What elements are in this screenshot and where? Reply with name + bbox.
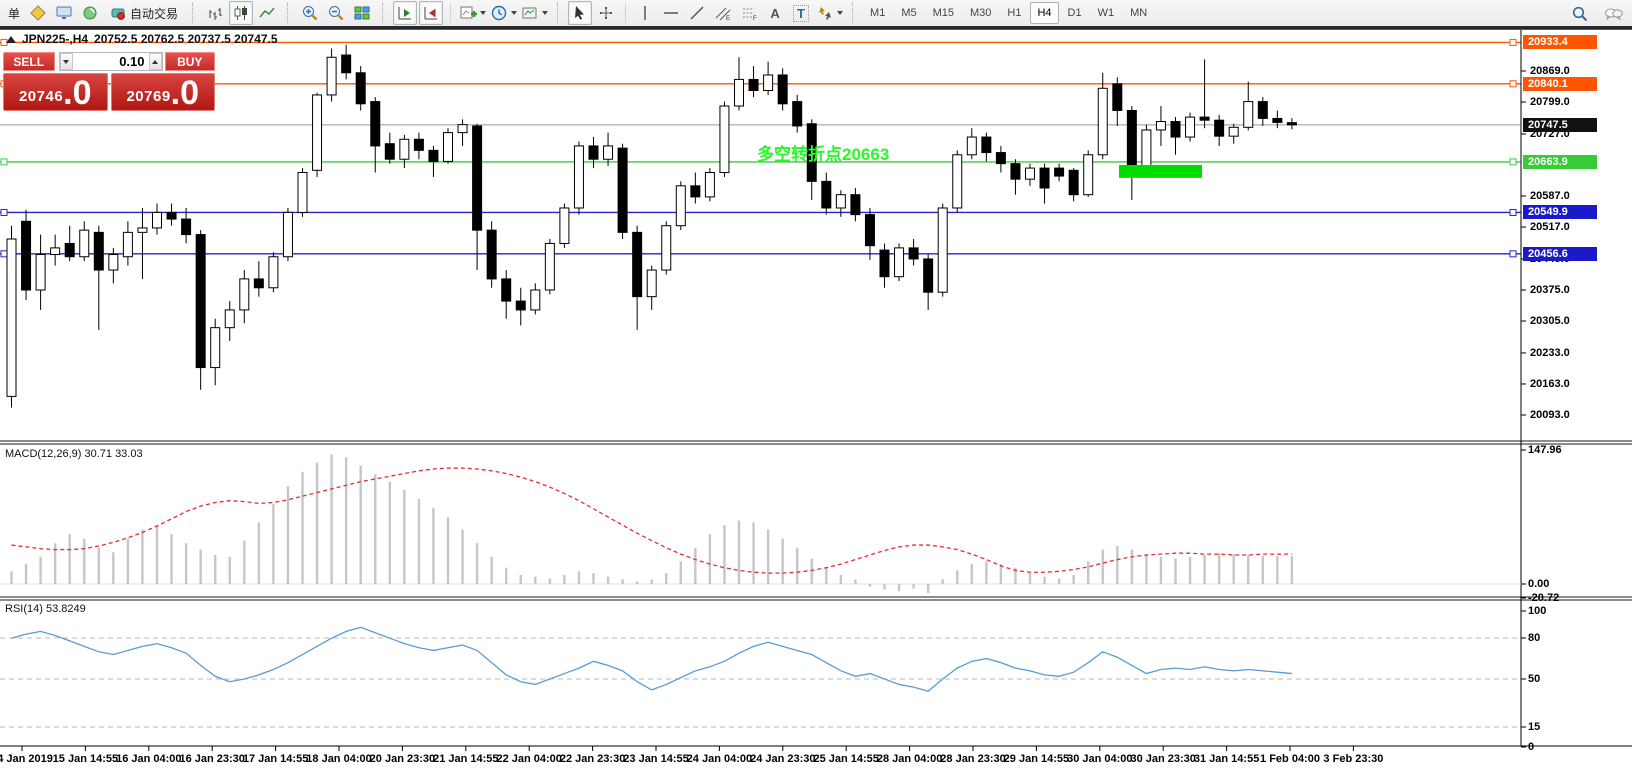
volume-decrease-button[interactable] (59, 53, 73, 70)
toolbar: 单 自动交易 (0, 0, 1632, 28)
chat-icon[interactable] (1602, 2, 1626, 26)
templates-button[interactable] (520, 1, 549, 25)
rsi-name: RSI(14) (5, 603, 43, 615)
volume-increase-button[interactable] (148, 53, 162, 70)
trendline-button[interactable] (685, 1, 709, 25)
sell-price-pips: .0 (63, 74, 92, 112)
tab-timeframe-mn[interactable]: MN (1130, 7, 1148, 19)
toolbar-separator (625, 3, 627, 23)
svg-text:F: F (753, 16, 757, 22)
rsi-indicator-label: RSI(14) 53.8249 (5, 603, 86, 615)
fibonacci-button[interactable]: F (737, 1, 761, 25)
letter-t-icon: T (793, 4, 809, 22)
toolbar-separator (450, 3, 452, 23)
search-icon[interactable] (1568, 2, 1592, 26)
metaeditor-icon[interactable] (52, 1, 76, 25)
zoom-out-button[interactable] (324, 1, 348, 25)
autotrading-button[interactable]: 自动交易 (104, 1, 184, 25)
letter-a-icon: A (770, 5, 780, 21)
text-label-button[interactable]: T (789, 1, 813, 25)
triangle-up-icon (152, 59, 158, 64)
toolbar-separator (557, 3, 562, 23)
triangle-down-icon (63, 59, 69, 64)
chart-title-row: JPN225-,H4 20752.5 20762.5 20737.5 20747… (6, 32, 278, 46)
tab-timeframe-m1[interactable]: M1 (870, 7, 886, 19)
sell-button[interactable]: SELL (3, 52, 55, 71)
equidistant-channel-button[interactable]: E (711, 1, 735, 25)
tab-timeframe-w1[interactable]: W1 (1097, 7, 1115, 19)
bars-chart-button[interactable] (203, 1, 227, 25)
zoom-in-button[interactable] (298, 1, 322, 25)
collapse-panel-arrow-icon[interactable] (6, 35, 16, 43)
vertical-line-button[interactable] (633, 1, 657, 25)
cursor-button[interactable] (568, 1, 593, 25)
rsi-value: 53.8249 (45, 603, 86, 615)
chevron-down-icon (837, 11, 844, 15)
svg-text:E: E (726, 16, 730, 22)
volume-input[interactable] (72, 53, 149, 70)
toolbar-separator (192, 3, 197, 23)
buy-price-pips: .0 (170, 74, 200, 112)
macd-values: 30.71 33.03 (84, 448, 143, 460)
auto-scroll-button[interactable] (393, 1, 418, 25)
tab-timeframe-h4[interactable]: H4 (1030, 2, 1059, 24)
toolbar-separator (852, 3, 857, 23)
tab-timeframe-m15[interactable]: M15 (932, 7, 954, 19)
text-button[interactable]: A (763, 1, 787, 25)
new-chart-button[interactable] (458, 1, 487, 25)
autotrading-label: 自动交易 (130, 6, 179, 21)
chevron-down-icon (511, 11, 518, 15)
sell-price-button[interactable]: 20746.0 (3, 73, 108, 111)
chevron-down-icon (542, 11, 549, 15)
toolbar-separator (382, 3, 387, 23)
candles-chart-button[interactable] (229, 1, 254, 25)
new-order-icon[interactable] (26, 1, 50, 25)
chart-shift-button[interactable] (419, 1, 444, 25)
buy-price-main: 20769 (126, 88, 171, 105)
arrows-button[interactable] (815, 1, 844, 25)
macd-name: MACD(12,26,9) (5, 448, 82, 460)
crosshair-button[interactable] (594, 1, 618, 25)
periods-button[interactable] (489, 1, 518, 25)
tab-timeframe-d1[interactable]: D1 (1067, 7, 1082, 19)
tab-timeframe-m30[interactable]: M30 (970, 7, 992, 19)
one-click-trading-panel: SELL BUY 20746.0 20769.0 (3, 52, 215, 111)
tile-windows-button[interactable] (350, 1, 374, 25)
toolbar-separator (287, 3, 292, 23)
turning-point-annotation[interactable]: 多空转折点20663 (757, 145, 890, 164)
signals-icon[interactable] (78, 1, 102, 25)
tab-timeframe-m5[interactable]: M5 (901, 7, 917, 19)
sell-price-main: 20746 (18, 88, 64, 105)
macd-indicator-label: MACD(12,26,9) 30.71 33.03 (5, 448, 143, 460)
chevron-down-icon (480, 11, 487, 15)
buy-button[interactable]: BUY (164, 52, 215, 71)
buy-price-button[interactable]: 20769.0 (110, 73, 215, 112)
line-chart-button[interactable] (255, 1, 279, 25)
partial-new-order-label[interactable]: 单 (8, 6, 21, 21)
horizontal-line-button[interactable] (659, 1, 683, 25)
chart-symbol-period: JPN225-,H4 (22, 32, 89, 46)
tab-timeframe-h1[interactable]: H1 (1007, 7, 1022, 19)
chart-ohlc-values: 20752.5 20762.5 20737.5 20747.5 (94, 32, 278, 46)
